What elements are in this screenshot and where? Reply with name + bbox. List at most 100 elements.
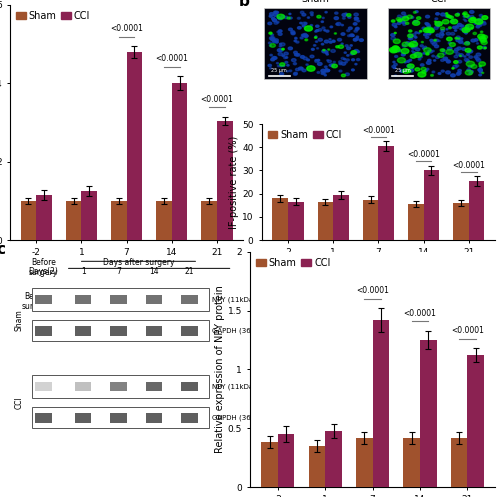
Circle shape <box>304 34 308 37</box>
Circle shape <box>428 50 432 53</box>
Circle shape <box>269 32 272 34</box>
Text: CCI: CCI <box>14 396 24 409</box>
Circle shape <box>311 14 313 16</box>
Circle shape <box>402 42 409 46</box>
Text: 14: 14 <box>149 267 159 276</box>
Circle shape <box>356 27 359 29</box>
Circle shape <box>306 59 310 61</box>
Circle shape <box>437 26 440 27</box>
Circle shape <box>470 10 474 13</box>
Circle shape <box>448 15 452 18</box>
Circle shape <box>392 47 400 52</box>
Circle shape <box>278 33 282 35</box>
Bar <box>372 320 389 487</box>
Circle shape <box>304 33 306 35</box>
Circle shape <box>456 39 460 42</box>
Circle shape <box>329 39 331 40</box>
Circle shape <box>302 69 306 72</box>
Circle shape <box>402 69 409 74</box>
Circle shape <box>434 45 438 48</box>
Circle shape <box>298 17 300 19</box>
Circle shape <box>474 56 478 58</box>
Circle shape <box>317 15 321 18</box>
Circle shape <box>407 65 410 67</box>
Text: <0.0001: <0.0001 <box>362 126 395 135</box>
Circle shape <box>268 22 272 25</box>
Circle shape <box>339 63 342 65</box>
Circle shape <box>408 64 414 68</box>
Circle shape <box>274 11 278 14</box>
Circle shape <box>398 58 406 63</box>
Circle shape <box>448 60 450 61</box>
Circle shape <box>331 50 336 52</box>
Circle shape <box>412 21 420 25</box>
Circle shape <box>354 30 358 32</box>
Circle shape <box>484 47 486 49</box>
Circle shape <box>326 54 328 55</box>
Circle shape <box>440 13 445 16</box>
Circle shape <box>408 37 413 40</box>
Bar <box>110 413 127 422</box>
Circle shape <box>476 53 480 56</box>
Circle shape <box>432 55 434 57</box>
Circle shape <box>438 73 441 75</box>
Circle shape <box>434 27 438 29</box>
Circle shape <box>272 19 276 21</box>
Circle shape <box>414 52 422 58</box>
Bar <box>75 382 92 392</box>
Circle shape <box>300 22 302 24</box>
Circle shape <box>338 45 344 48</box>
Circle shape <box>304 35 308 37</box>
Circle shape <box>294 72 298 75</box>
Circle shape <box>282 48 284 50</box>
Bar <box>32 375 210 398</box>
Text: 25 µm: 25 µm <box>272 68 287 73</box>
Circle shape <box>440 27 444 30</box>
Circle shape <box>468 51 471 53</box>
Circle shape <box>332 64 338 68</box>
Circle shape <box>348 16 351 18</box>
Circle shape <box>482 21 486 23</box>
Circle shape <box>287 17 290 19</box>
Circle shape <box>334 12 338 14</box>
Circle shape <box>270 68 272 69</box>
Circle shape <box>298 27 301 29</box>
Circle shape <box>294 51 298 54</box>
Text: <0.0001: <0.0001 <box>110 24 143 33</box>
Circle shape <box>476 25 480 28</box>
Circle shape <box>270 37 274 40</box>
Circle shape <box>348 27 352 29</box>
Circle shape <box>325 11 327 13</box>
Circle shape <box>414 37 417 38</box>
Circle shape <box>464 12 467 14</box>
Circle shape <box>470 15 474 18</box>
Circle shape <box>412 47 415 49</box>
Circle shape <box>454 61 458 64</box>
Text: <0.0001: <0.0001 <box>156 54 188 64</box>
Circle shape <box>398 19 402 22</box>
Bar <box>35 326 51 335</box>
Circle shape <box>322 17 324 18</box>
Y-axis label: IF-positive rate (%): IF-positive rate (%) <box>229 136 239 229</box>
Circle shape <box>402 53 406 56</box>
Text: <0.0001: <0.0001 <box>356 286 389 295</box>
Text: CCI: CCI <box>431 0 447 4</box>
Circle shape <box>295 37 296 38</box>
Circle shape <box>316 30 318 32</box>
Circle shape <box>427 32 431 35</box>
Circle shape <box>334 17 338 19</box>
Circle shape <box>356 59 360 61</box>
Text: Days after surgery: Days after surgery <box>114 292 185 301</box>
Circle shape <box>467 29 470 31</box>
Bar <box>262 442 278 487</box>
Circle shape <box>315 36 317 37</box>
Circle shape <box>418 55 422 58</box>
Circle shape <box>480 25 482 26</box>
Bar <box>146 326 162 335</box>
Circle shape <box>308 17 310 18</box>
Bar <box>318 202 334 240</box>
Circle shape <box>332 40 334 42</box>
Circle shape <box>278 49 282 52</box>
Circle shape <box>316 25 319 27</box>
Circle shape <box>440 49 444 52</box>
